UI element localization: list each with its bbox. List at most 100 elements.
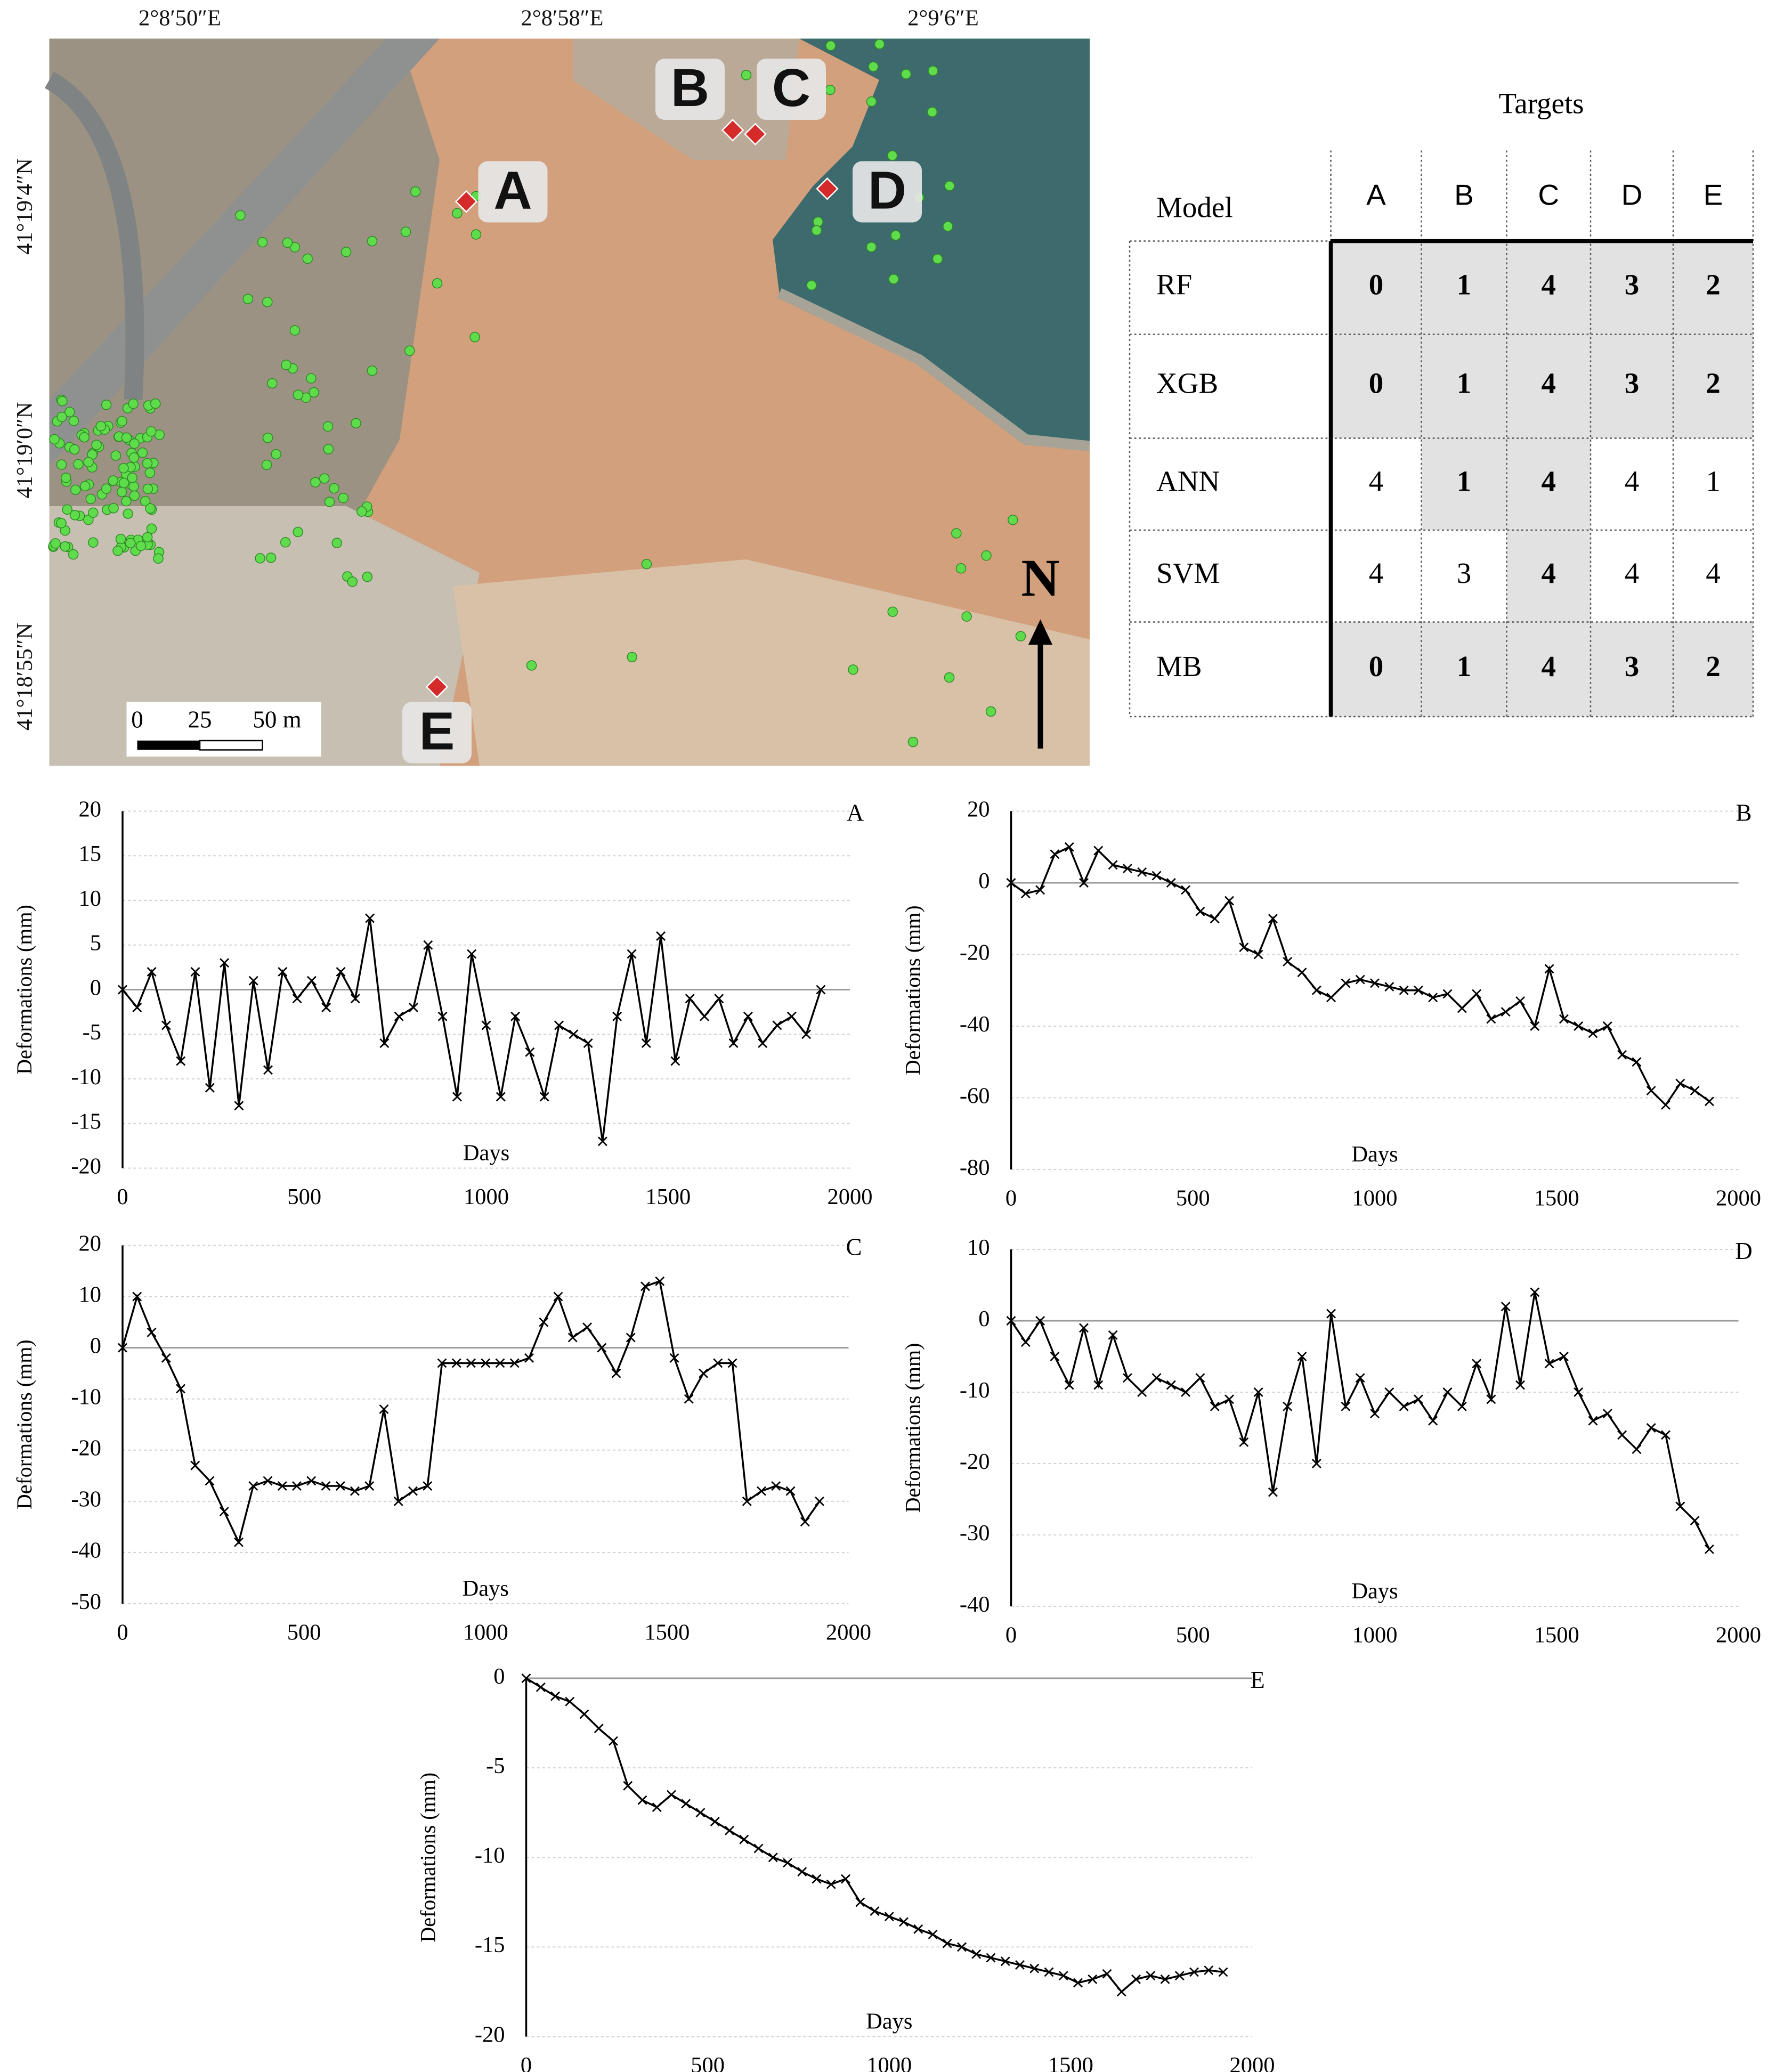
data-point [1224, 1394, 1234, 1404]
water [773, 38, 1090, 446]
data-point [1442, 1387, 1453, 1397]
latitude-label: 41°19′4″N [12, 158, 37, 255]
data-point [611, 1368, 621, 1378]
data-point [1355, 1373, 1365, 1383]
data-point [640, 1281, 650, 1291]
data-point [1283, 1401, 1293, 1411]
measurement-point [526, 660, 537, 671]
x-tick-label: 1500 [1534, 1622, 1579, 1647]
data-point [667, 1790, 676, 1800]
data-point [118, 1343, 127, 1353]
table-cell: 4 [1625, 465, 1640, 497]
data-point [685, 994, 695, 1004]
y-tick-label: 10 [79, 1282, 102, 1307]
data-point [1044, 1967, 1054, 1977]
data-point [1690, 1086, 1700, 1096]
data-point [1073, 1978, 1083, 1988]
measurement-point [347, 576, 358, 587]
table-cell: 0 [1369, 367, 1384, 400]
x-tick-label: 500 [691, 2053, 725, 2072]
target-marker [455, 190, 478, 213]
data-point [1210, 914, 1220, 924]
cell-shade [1421, 622, 1507, 717]
x-tick-label: 1000 [463, 1620, 508, 1645]
data-point [423, 940, 433, 950]
data-point [1093, 1380, 1104, 1390]
measurement-point [309, 387, 319, 398]
chart-title: B [1736, 799, 1751, 826]
row-label: MB [1156, 650, 1202, 682]
data-point [132, 1291, 142, 1302]
measurement-point [62, 504, 72, 515]
data-point [524, 1353, 534, 1363]
data-point [1413, 1394, 1423, 1404]
y-tick-label: -20 [960, 1449, 990, 1474]
data-point [1224, 896, 1234, 906]
y-axis-label: Deformations (mm) [901, 1343, 925, 1513]
data-point [957, 1942, 967, 1952]
label-box [655, 59, 725, 120]
measurement-point [80, 481, 91, 492]
x-tick-label: 0 [117, 1184, 128, 1209]
y-tick-label: -10 [71, 1065, 101, 1090]
target-label: A [493, 160, 532, 220]
data-point [942, 1938, 952, 1948]
cell-shade [1591, 334, 1673, 438]
data-point [379, 1404, 389, 1414]
y-axis-label: Deformations (mm) [416, 1773, 440, 1943]
x-axis-label: Days [463, 1140, 509, 1165]
data-point [1617, 1430, 1627, 1440]
data-point [841, 1874, 850, 1884]
measurement-point [128, 452, 140, 463]
data-point [1515, 996, 1525, 1006]
data-point [641, 1038, 651, 1048]
data-point [292, 994, 302, 1004]
data-point [481, 1358, 491, 1368]
data-point [816, 985, 826, 995]
target-marker [744, 123, 767, 145]
data-point [1064, 1380, 1074, 1390]
data-point [1515, 1380, 1525, 1390]
north-arrow-head [1028, 619, 1053, 645]
target-label: E [419, 701, 455, 761]
measurement-point [944, 672, 955, 683]
data-point [1544, 1359, 1554, 1369]
highway [49, 38, 440, 466]
table-cell: 4 [1369, 465, 1384, 497]
table-header: B [1454, 178, 1474, 212]
data-point [1297, 968, 1307, 978]
measurement-point [866, 96, 877, 107]
data-point [205, 1476, 215, 1486]
measurement-point [79, 432, 90, 443]
series-line [525, 1677, 1223, 1993]
data-point [277, 1481, 287, 1491]
data-point [536, 1682, 546, 1692]
data-point [1006, 878, 1016, 888]
y-tick-label: -20 [71, 1436, 101, 1461]
label-box [402, 702, 472, 763]
y-tick-label: -40 [960, 1592, 990, 1617]
measurement-point [271, 449, 281, 460]
measurement-point [129, 490, 140, 501]
data-point [1035, 885, 1045, 895]
data-point [812, 1874, 822, 1884]
measurement-point [60, 541, 70, 552]
data-point [1384, 982, 1394, 992]
data-point [1704, 1544, 1714, 1554]
data-point [1189, 1967, 1199, 1977]
data-point [379, 1038, 390, 1048]
measurement-point [117, 486, 127, 497]
data-point [161, 1353, 171, 1363]
data-point [495, 1358, 505, 1368]
data-point [986, 1953, 996, 1963]
y-tick-label: -5 [83, 1020, 101, 1045]
data-point [565, 1696, 575, 1707]
data-point [1088, 1974, 1098, 1984]
y-tick-label: 5 [90, 931, 101, 956]
data-point [1442, 989, 1453, 999]
x-tick-label: 1000 [1352, 1185, 1398, 1210]
data-point [1058, 1971, 1068, 1981]
measurement-point [118, 477, 129, 489]
data-point [147, 1327, 157, 1337]
